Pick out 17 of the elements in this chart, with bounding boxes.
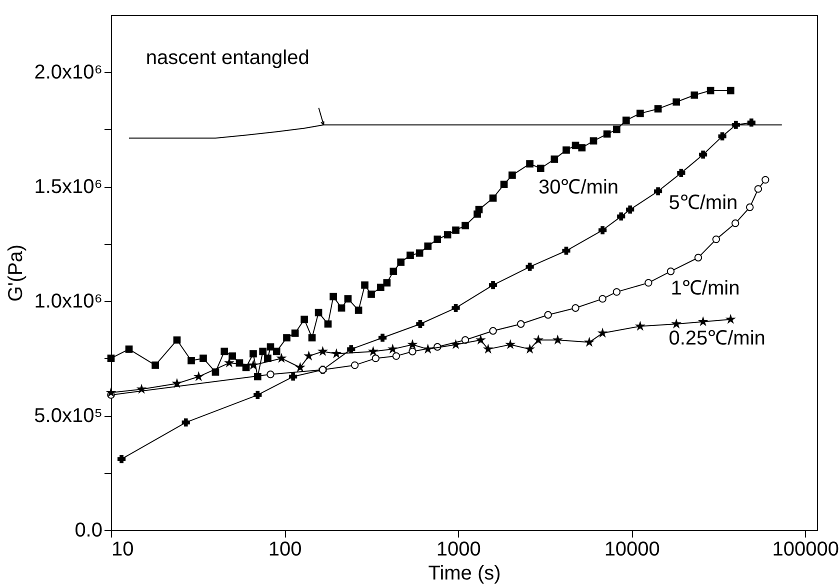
x-tick-label: 100000 (772, 538, 839, 560)
y-tick-label: 0.0 (74, 520, 102, 542)
series-label: 5℃/min (668, 192, 738, 214)
y-tick-label: 2.0x10⁶ (34, 62, 102, 84)
series-label: 1℃/min (670, 278, 740, 300)
annotation: nascent entangled (146, 46, 310, 69)
y-tick-label: 1.0x10⁶ (34, 290, 102, 313)
series-label: 30℃/min (538, 176, 619, 198)
y-axis-title: G'(Pa) (5, 244, 28, 302)
x-tick-label: 1000 (436, 538, 481, 560)
x-axis-title: Time (s) (428, 562, 501, 584)
x-tick-label: 10000 (604, 538, 660, 560)
series-label: 0.25℃/min (668, 328, 766, 350)
x-tick-label: 10 (112, 538, 134, 560)
y-tick-label: 5.0x10⁵ (34, 405, 102, 428)
y-tick-label: 1.5x10⁶ (34, 176, 102, 198)
x-tick-label: 100 (268, 538, 302, 560)
